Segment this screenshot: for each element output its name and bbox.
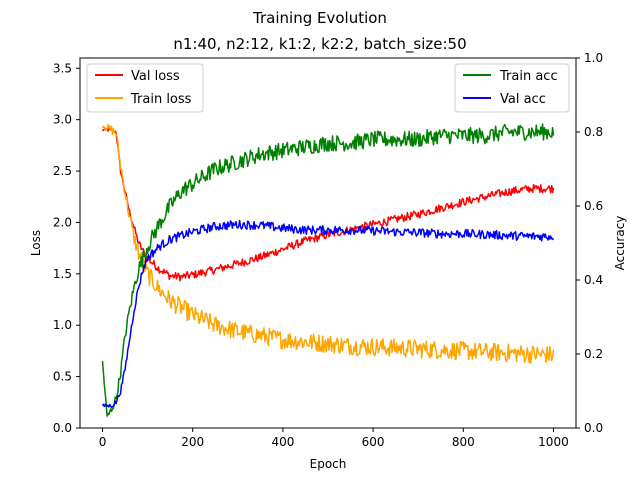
left-y-tick-label: 1.0 bbox=[53, 318, 72, 332]
right-y-tick-label: 0.2 bbox=[584, 347, 603, 361]
x-tick-label: 200 bbox=[181, 435, 204, 449]
legend-label-train-loss: Train loss bbox=[130, 92, 192, 107]
series-line-val-acc bbox=[101, 219, 555, 409]
series-layer bbox=[101, 123, 555, 417]
legend-label-val-loss: Val loss bbox=[131, 69, 180, 84]
plot-frame bbox=[79, 57, 577, 429]
legend-label-train-acc: Train acc bbox=[499, 69, 558, 84]
x-tick-label: 0 bbox=[99, 435, 107, 449]
x-tick-label: 1000 bbox=[538, 435, 569, 449]
left-y-tick-label: 0.5 bbox=[53, 370, 72, 384]
left-y-tick-label: 1.5 bbox=[53, 267, 72, 281]
right-y-tick-label: 0.0 bbox=[584, 421, 603, 435]
right-y-tick-label: 0.8 bbox=[584, 125, 603, 139]
right-y-tick-label: 0.6 bbox=[584, 199, 603, 213]
x-tick-label: 600 bbox=[362, 435, 385, 449]
left-y-tick-label: 0.0 bbox=[53, 421, 72, 435]
legend-right: Train acc Val acc bbox=[454, 63, 570, 113]
chart-title: Training Evolution bbox=[252, 9, 387, 27]
x-axis-title: Epoch bbox=[310, 457, 347, 471]
legend-label-val-acc: Val acc bbox=[500, 92, 546, 107]
chart-subtitle: n1:40, n2:12, k1:2, k2:2, batch_size:50 bbox=[173, 35, 466, 54]
x-tick-label: 800 bbox=[452, 435, 475, 449]
right-axis-title: Accuracy bbox=[613, 216, 627, 271]
left-axis-title: Loss bbox=[29, 230, 43, 256]
series-line-train-loss bbox=[101, 123, 555, 364]
left-y-tick-label: 2.5 bbox=[53, 164, 72, 178]
x-tick-label: 400 bbox=[271, 435, 294, 449]
left-y-tick-label: 3.5 bbox=[53, 61, 72, 75]
series-line-val-loss bbox=[101, 127, 555, 282]
series-line-train-acc bbox=[101, 123, 555, 417]
ticks-layer: 0 200 400 600 800 1000 0.0 0.5 1.0 1.5 2.0 2.5 3.0 3.… bbox=[53, 51, 603, 449]
right-y-tick-label: 1.0 bbox=[584, 51, 603, 65]
left-y-tick-label: 3.0 bbox=[53, 113, 72, 127]
left-y-tick-label: 2.0 bbox=[53, 215, 72, 229]
right-y-tick-label: 0.4 bbox=[584, 273, 603, 287]
legend-left: Val loss Train loss bbox=[86, 63, 204, 113]
